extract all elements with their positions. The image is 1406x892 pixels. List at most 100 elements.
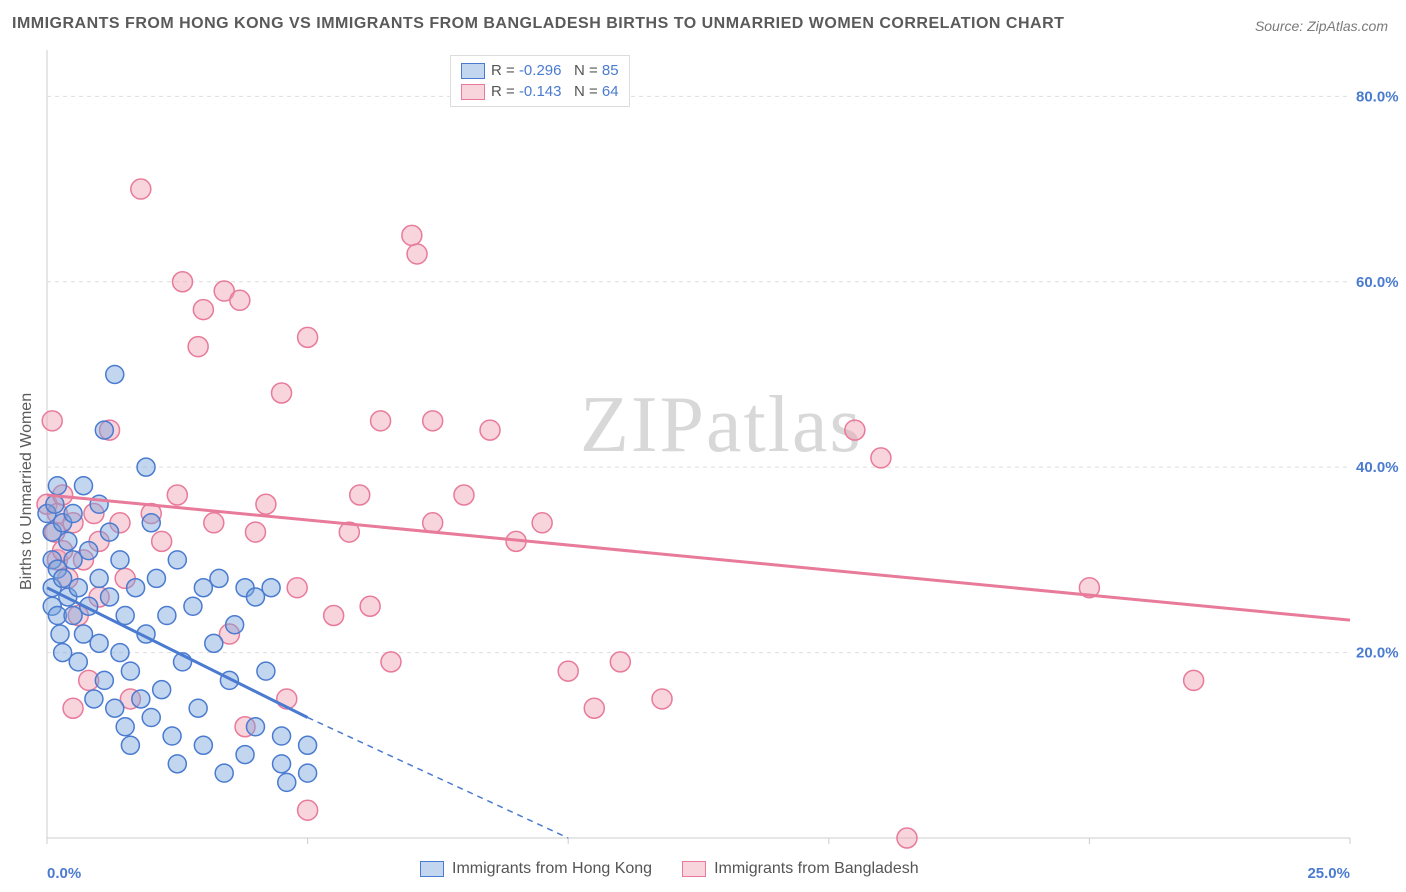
data-point	[897, 828, 917, 848]
data-point	[1184, 670, 1204, 690]
legend-swatch	[461, 63, 485, 79]
data-point	[63, 698, 83, 718]
data-point	[610, 652, 630, 672]
legend-stats: R = -0.296 N = 85	[491, 62, 619, 79]
y-tick-label: 80.0%	[1356, 88, 1399, 105]
data-point	[215, 764, 233, 782]
legend-swatch	[420, 861, 444, 877]
data-point	[204, 513, 224, 533]
data-point	[184, 597, 202, 615]
data-point	[194, 579, 212, 597]
legend-stats: R = -0.143 N = 64	[491, 83, 619, 100]
data-point	[423, 411, 443, 431]
data-point	[74, 477, 92, 495]
x-tick-label: 0.0%	[47, 865, 81, 882]
series-legend-item: Immigrants from Hong Kong	[420, 860, 652, 878]
data-point	[42, 411, 62, 431]
data-point	[69, 579, 87, 597]
data-point	[273, 727, 291, 745]
data-point	[257, 662, 275, 680]
data-point	[90, 569, 108, 587]
data-point	[163, 727, 181, 745]
data-point	[423, 513, 443, 533]
data-point	[111, 644, 129, 662]
data-point	[371, 411, 391, 431]
data-point	[262, 579, 280, 597]
data-point	[127, 579, 145, 597]
data-point	[121, 736, 139, 754]
data-point	[189, 699, 207, 717]
data-point	[226, 616, 244, 634]
data-point	[480, 420, 500, 440]
data-point	[131, 179, 151, 199]
data-point	[194, 736, 212, 754]
data-point	[137, 458, 155, 476]
data-point	[454, 485, 474, 505]
scatter-chart: 20.0%40.0%60.0%80.0%0.0%25.0%	[0, 0, 1406, 892]
data-point	[652, 689, 672, 709]
data-point	[116, 607, 134, 625]
data-point	[173, 272, 193, 292]
data-point	[256, 494, 276, 514]
data-point	[121, 662, 139, 680]
data-point	[54, 644, 72, 662]
data-point	[90, 634, 108, 652]
data-point	[95, 421, 113, 439]
legend-row: R = -0.143 N = 64	[461, 81, 619, 102]
data-point	[584, 698, 604, 718]
y-tick-label: 60.0%	[1356, 274, 1399, 291]
series-legend: Immigrants from Hong Kong Immigrants from…	[420, 860, 919, 878]
data-point	[402, 225, 422, 245]
data-point	[230, 290, 250, 310]
data-point	[111, 551, 129, 569]
data-point	[193, 300, 213, 320]
y-tick-label: 40.0%	[1356, 459, 1399, 476]
data-point	[532, 513, 552, 533]
data-point	[153, 681, 171, 699]
data-point	[80, 542, 98, 560]
data-point	[106, 699, 124, 717]
series-name: Immigrants from Hong Kong	[452, 860, 652, 878]
data-point	[298, 800, 318, 820]
data-point	[142, 514, 160, 532]
data-point	[51, 625, 69, 643]
data-point	[246, 588, 264, 606]
data-point	[152, 531, 172, 551]
correlation-legend: R = -0.296 N = 85 R = -0.143 N = 64	[450, 55, 630, 107]
data-point	[46, 495, 64, 513]
data-point	[116, 718, 134, 736]
data-point	[167, 485, 187, 505]
data-point	[168, 551, 186, 569]
regression-line	[47, 495, 1350, 620]
series-legend-item: Immigrants from Bangladesh	[682, 860, 919, 878]
series-name: Immigrants from Bangladesh	[714, 860, 919, 878]
data-point	[95, 671, 113, 689]
data-point	[272, 383, 292, 403]
data-point	[298, 327, 318, 347]
data-point	[236, 746, 254, 764]
legend-row: R = -0.296 N = 85	[461, 60, 619, 81]
data-point	[64, 551, 82, 569]
data-point	[246, 718, 264, 736]
legend-swatch	[461, 84, 485, 100]
data-point	[350, 485, 370, 505]
data-point	[205, 634, 223, 652]
data-point	[101, 523, 119, 541]
data-point	[59, 532, 77, 550]
data-point	[845, 420, 865, 440]
data-point	[85, 690, 103, 708]
data-point	[74, 625, 92, 643]
data-point	[168, 755, 186, 773]
data-point	[287, 578, 307, 598]
data-point	[245, 522, 265, 542]
data-point	[132, 690, 150, 708]
data-point	[558, 661, 578, 681]
data-point	[106, 365, 124, 383]
data-point	[210, 569, 228, 587]
legend-swatch	[682, 861, 706, 877]
data-point	[48, 477, 66, 495]
data-point	[324, 606, 344, 626]
data-point	[299, 764, 317, 782]
data-point	[64, 505, 82, 523]
data-point	[278, 773, 296, 791]
